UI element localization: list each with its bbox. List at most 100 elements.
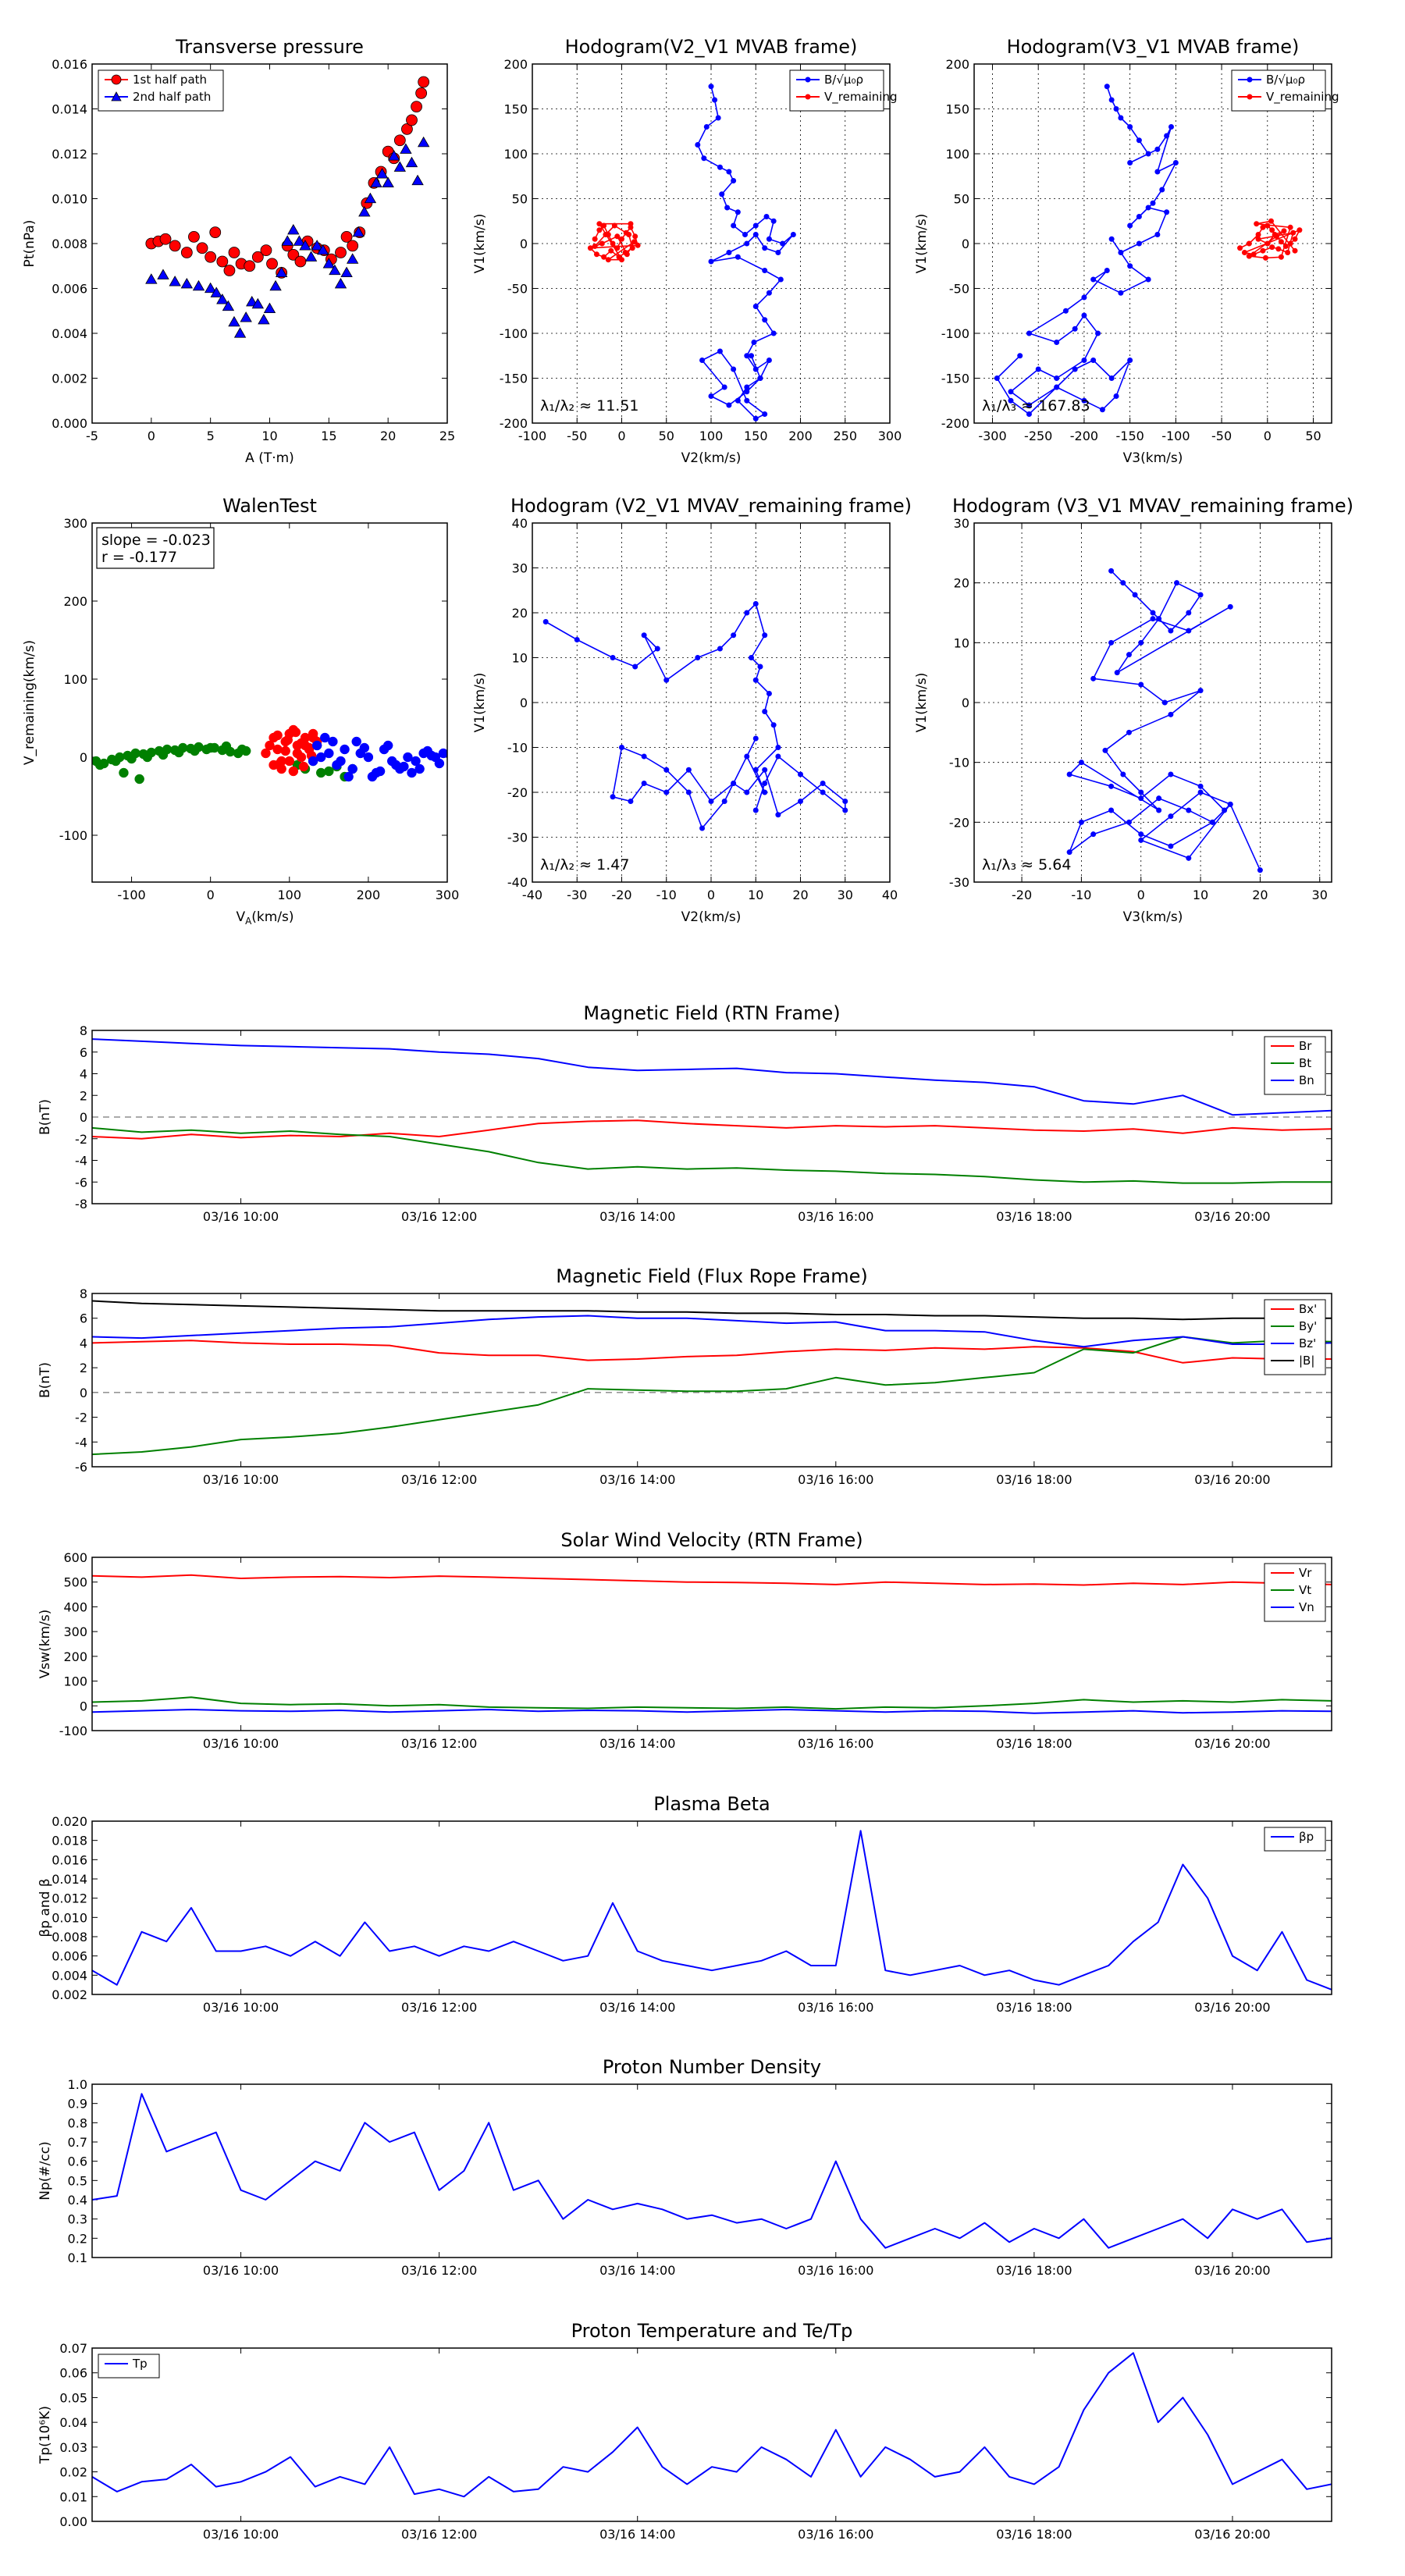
bfield-xtick-label: 03/16 10:00 — [203, 1209, 279, 1224]
np-data — [92, 2093, 1332, 2249]
h4-point-0 — [1197, 783, 1204, 789]
h1-xtick-label: -100 — [518, 429, 546, 443]
h2-point-0 — [1118, 290, 1124, 296]
h1-legend-marker — [805, 76, 811, 83]
h3-point-0 — [762, 789, 768, 795]
h1-xtick-label: 50 — [659, 429, 674, 443]
h3-point-0 — [663, 767, 670, 773]
pt-point-0 — [169, 240, 181, 252]
h3-point-0 — [717, 646, 723, 652]
vsw-xtick-label: 03/16 12:00 — [401, 1736, 477, 1751]
walen-point-2 — [308, 756, 318, 767]
h3-ytick-label: -30 — [507, 831, 528, 845]
walen-xlabel: VA(km/s) — [236, 909, 293, 927]
h2-point-0 — [1017, 353, 1023, 359]
h1-xtick-label: 150 — [744, 429, 768, 443]
pt-point-0 — [411, 101, 422, 113]
h4-ratio-label: λ₁/λ₃ ≈ 5.64 — [982, 856, 1071, 873]
bflux-ytick-label: -4 — [75, 1435, 87, 1450]
h2-point-1 — [1281, 228, 1287, 234]
pt-point-1 — [192, 279, 205, 291]
h1-point-0 — [762, 317, 768, 323]
pt-xlabel: A (T·m) — [245, 450, 294, 466]
h3-point-0 — [766, 691, 772, 696]
pt-xtick-label: 10 — [261, 429, 277, 443]
pt-point-1 — [275, 266, 288, 278]
walen-stats-box — [96, 527, 215, 569]
h4-ylabel: V1(km/s) — [914, 673, 930, 733]
h4-point-0 — [1168, 843, 1174, 849]
beta-ytick-label: 0.014 — [52, 1872, 87, 1887]
np-xtick-label: 03/16 16:00 — [798, 2263, 873, 2278]
h1-point-0 — [752, 415, 759, 422]
h3-point-0 — [610, 794, 616, 800]
h2-point-1 — [1285, 250, 1291, 255]
h2-ytick-label: -150 — [941, 372, 969, 386]
walen-point-0 — [205, 742, 215, 753]
h2-point-0 — [1145, 205, 1151, 211]
h4-point-0 — [1150, 610, 1156, 616]
np-ytick-label: 0.6 — [68, 2154, 87, 2169]
h2-title: Hodogram(V3_V1 MVAB frame) — [1007, 36, 1300, 58]
pt-point-0 — [406, 114, 418, 126]
pt-point-0 — [340, 230, 353, 243]
h1-point-1 — [619, 257, 624, 263]
pt-point-1 — [228, 315, 240, 327]
h1-point-0 — [731, 366, 737, 372]
np-xtick-label: 03/16 12:00 — [401, 2263, 477, 2278]
pt-ytick-label: 0.004 — [52, 326, 87, 341]
bfield-ytick-label: 4 — [80, 1067, 87, 1082]
h4-point-0 — [1108, 568, 1115, 574]
h2-point-0 — [1164, 133, 1170, 139]
chart-h3: Hodogram (V2_V1 MVAV_remaining frame) -40… — [472, 495, 912, 925]
h3-point-0 — [752, 767, 759, 773]
h3-xlabel: V2(km/s) — [681, 909, 742, 925]
h1-point-0 — [744, 384, 750, 390]
beta-xtick-label: 03/16 14:00 — [599, 2000, 675, 2015]
h3-ytick-label: 10 — [512, 651, 528, 666]
h1-point-0 — [735, 397, 741, 404]
h3-point-0 — [842, 807, 848, 813]
pt-legend: 1st half path 2nd half path — [98, 69, 224, 112]
pt-ytick-label: 0.012 — [52, 147, 87, 162]
h3-point-0 — [775, 812, 781, 818]
walen-point-0 — [142, 752, 153, 763]
h3-frame — [532, 522, 891, 883]
h1-point-0 — [752, 222, 759, 229]
h4-point-0 — [1168, 813, 1174, 820]
beta-xtick-label: 03/16 20:00 — [1194, 2000, 1270, 2015]
bflux-series-line-0 — [92, 1340, 1332, 1364]
tp-ylabel: Tp(10⁶K) — [37, 2406, 53, 2464]
pt-point-1 — [352, 226, 365, 237]
walen-xtick-label: 300 — [436, 888, 460, 902]
np-xtick-label: 03/16 18:00 — [996, 2263, 1072, 2278]
h1-point-1 — [592, 243, 598, 249]
h2-ytick-label: -50 — [949, 282, 969, 297]
h2-point-0 — [1127, 222, 1133, 229]
pt-point-1 — [216, 294, 229, 304]
h1-point-0 — [744, 389, 750, 395]
walen-ytick-label: 100 — [63, 672, 87, 687]
h4-point-0 — [1120, 580, 1126, 586]
h3-xtick-label: -20 — [611, 888, 631, 902]
h3-point-0 — [685, 789, 692, 795]
h2-ytick-label: 150 — [945, 102, 969, 117]
h2-xlabel: V3(km/s) — [1123, 450, 1183, 466]
h2-point-0 — [1164, 209, 1170, 215]
h4-point-0 — [1168, 628, 1174, 634]
pt-point-1 — [233, 327, 247, 338]
vsw-xtick-label: 03/16 18:00 — [996, 1736, 1072, 1751]
h2-ytick-label: 100 — [945, 147, 969, 162]
h2-point-1 — [1246, 253, 1252, 259]
walen-point-2 — [403, 752, 413, 763]
h2-point-1 — [1272, 232, 1278, 237]
h1-point-0 — [744, 397, 750, 404]
bflux-ylabel: B(nT) — [37, 1362, 53, 1398]
pt-point-0 — [209, 226, 222, 239]
walen-point-2 — [311, 740, 322, 751]
h4-ytick-label: 20 — [954, 576, 969, 591]
vsw-legend: Vr Vt Vn — [1264, 1563, 1326, 1622]
bfield-ytick-label: 2 — [80, 1088, 87, 1103]
pt-legend-label: 1st half path — [133, 73, 207, 87]
walen-title: WalenTest — [222, 495, 317, 517]
